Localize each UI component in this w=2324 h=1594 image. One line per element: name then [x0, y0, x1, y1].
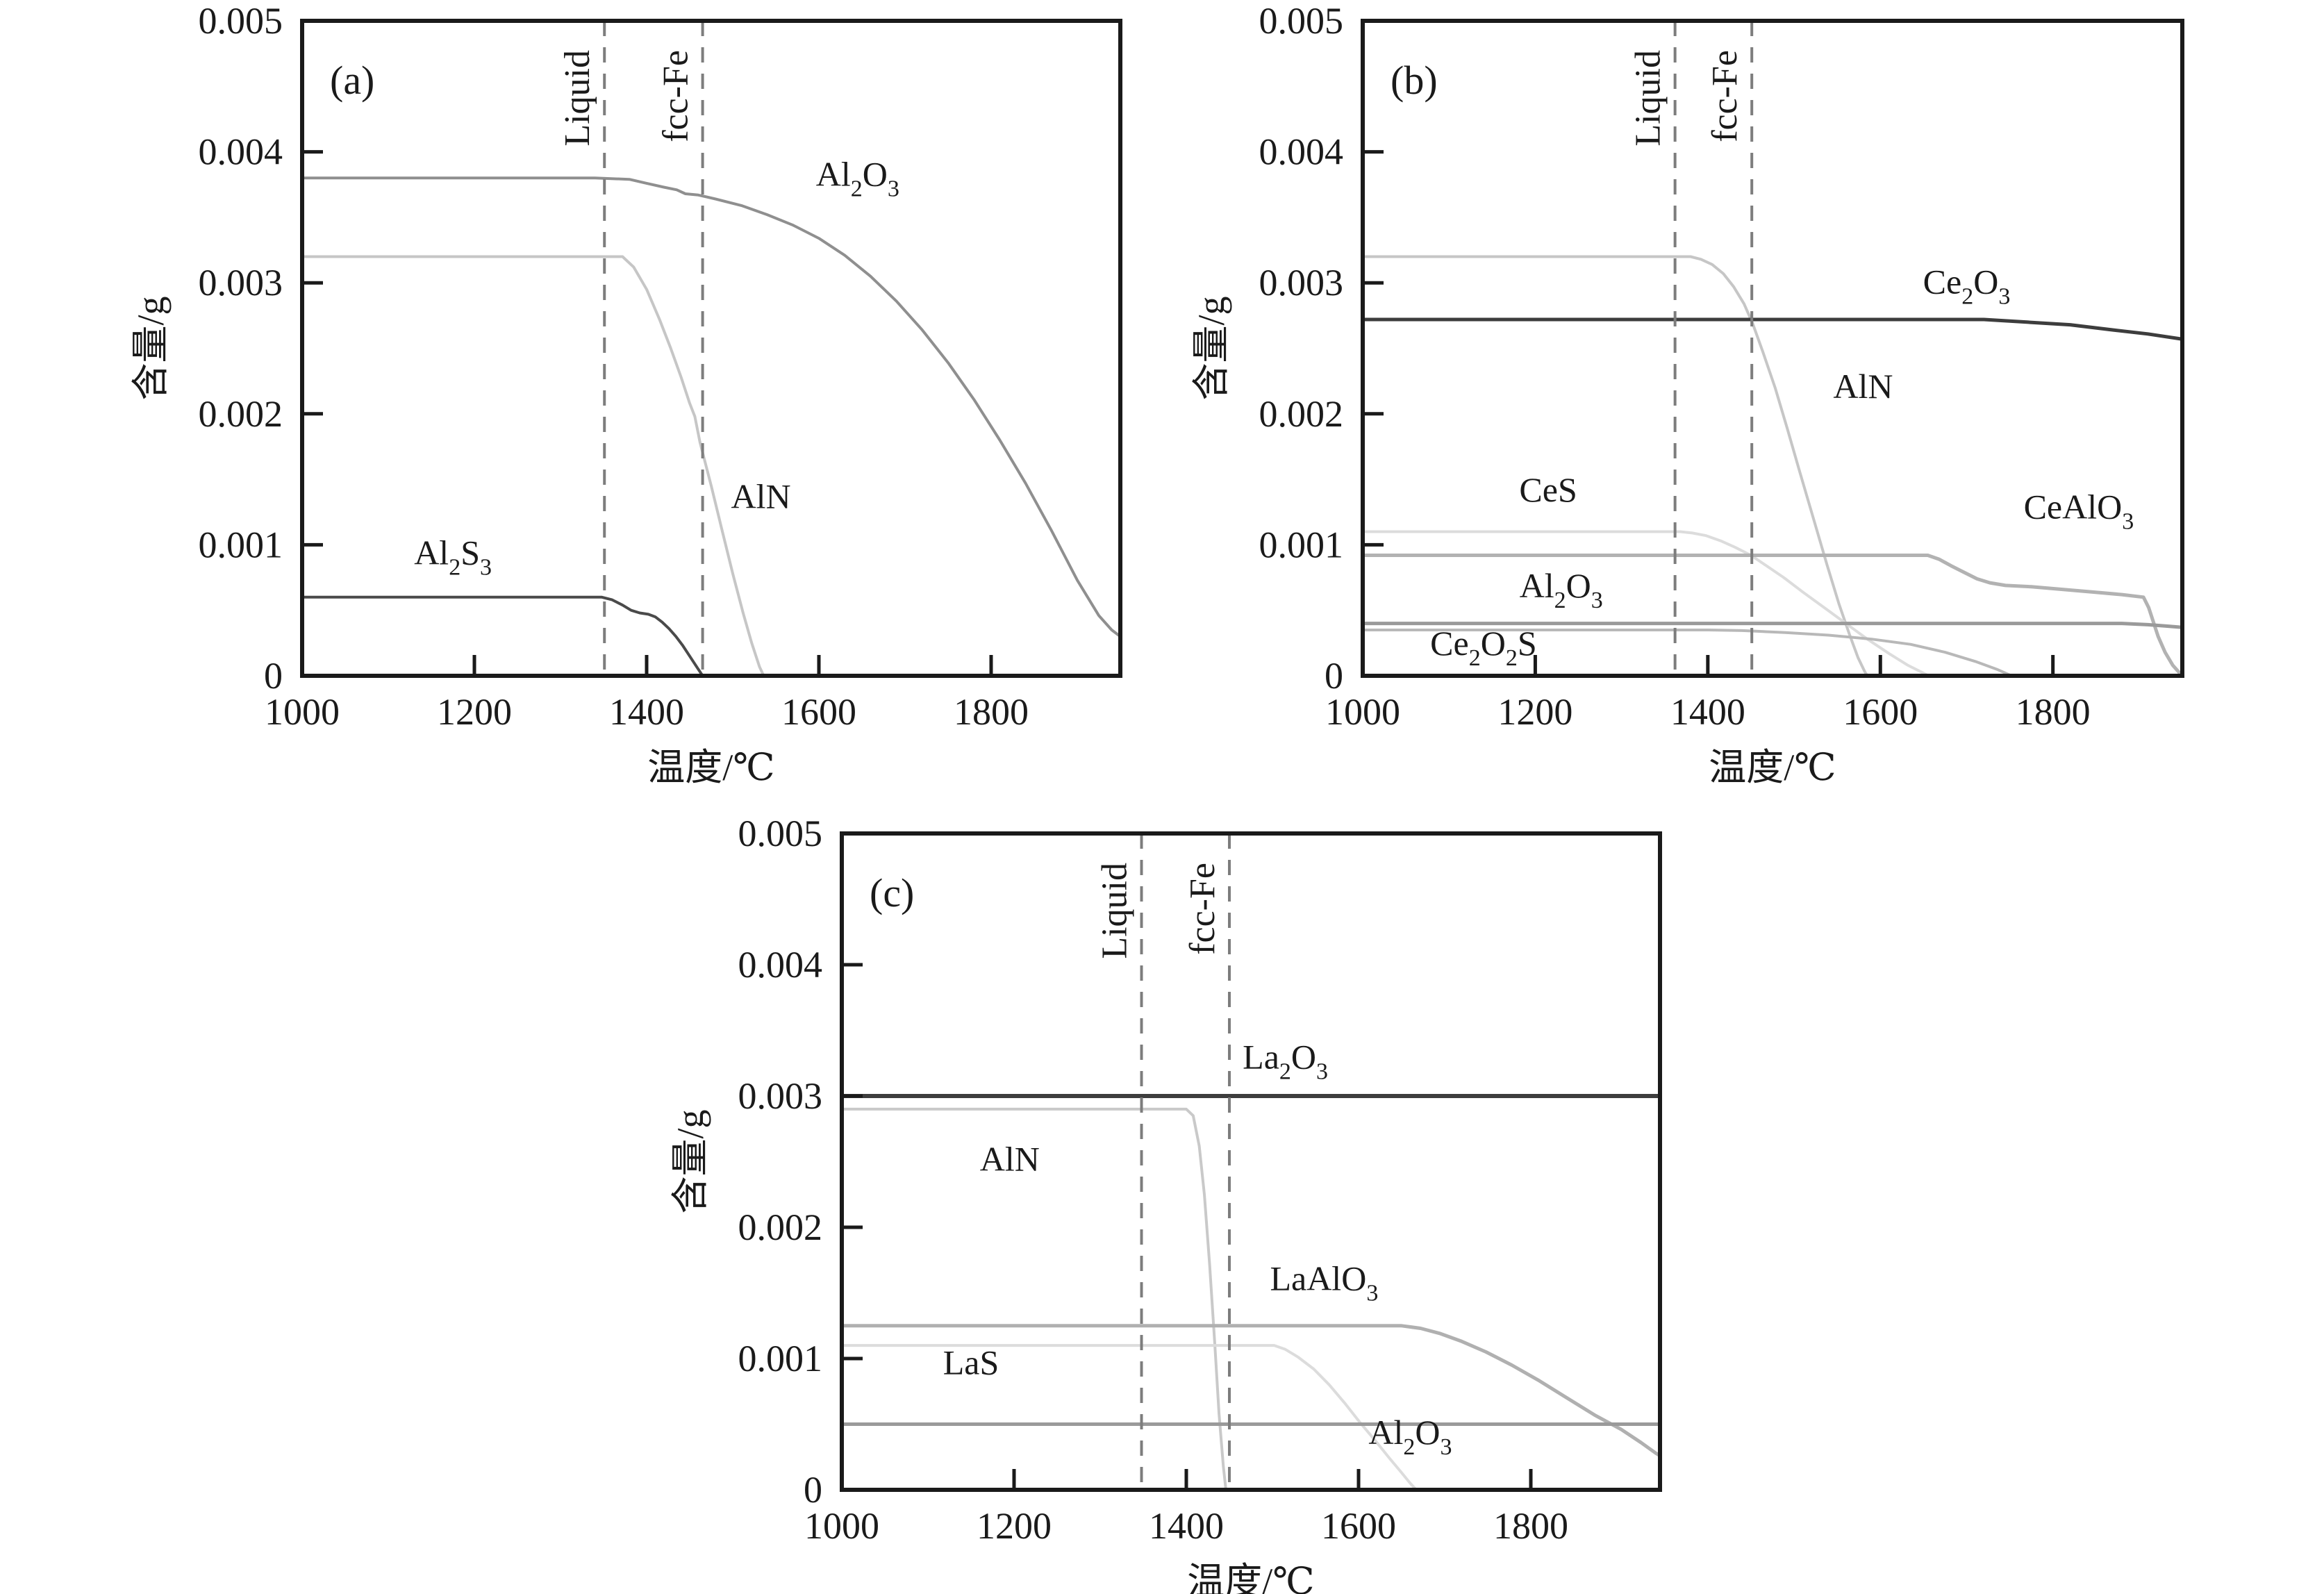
- x-tick-label-b: 1800: [2016, 691, 2091, 733]
- curve-label-AlN-c: AlN: [980, 1140, 1040, 1179]
- y-tick-label-b: 0: [1325, 655, 1343, 697]
- series-CeAlO3-b: [1363, 554, 2182, 676]
- x-tick-label-a: 1400: [609, 691, 684, 733]
- panel-letter-b: (b): [1391, 58, 1438, 103]
- series-Al2O3-b: [1363, 622, 2182, 629]
- x-axis-title-a: 温度/℃: [647, 747, 774, 788]
- x-tick-label-b: 1400: [1670, 691, 1745, 733]
- phase-label-fcc-fe-c: fcc-Fe: [1183, 863, 1222, 955]
- x-axis-title-b: 温度/℃: [1709, 747, 1836, 788]
- y-tick-label-b: 0.001: [1259, 524, 1344, 565]
- panel-letter-a: (a): [330, 58, 374, 103]
- y-tick-label-a: 0.003: [199, 262, 283, 304]
- x-tick-label-c: 1800: [1493, 1505, 1568, 1547]
- phase-label-liquid-b: Liquid: [1629, 50, 1668, 147]
- series-LaAlO3-c: [842, 1324, 1660, 1458]
- series-Al2S3-a: [302, 595, 705, 676]
- series-Al2O3-a: [302, 176, 1120, 638]
- y-tick-label-c: 0.004: [738, 944, 823, 986]
- panel-letter-c: (c): [870, 870, 914, 915]
- curve-label-CeAlO3-b: CeAlO3: [2024, 488, 2134, 535]
- curve-label-Ce2O2S-b: Ce2O2S: [1430, 624, 1536, 671]
- y-tick-label-b: 0.002: [1259, 393, 1344, 435]
- y-tick-label-c: 0.005: [738, 813, 823, 854]
- curve-label-AlN-b: AlN: [1833, 367, 1893, 406]
- series-AlN-c: [842, 1107, 1227, 1490]
- y-tick-label-a: 0.002: [199, 393, 283, 435]
- y-tick-label-c: 0.001: [738, 1338, 823, 1379]
- curve-label-La2O3-c: La2O3: [1243, 1037, 1328, 1084]
- y-tick-label-c: 0: [804, 1469, 822, 1511]
- x-axis-title-c: 温度/℃: [1187, 1561, 1314, 1594]
- y-tick-label-a: 0.001: [199, 524, 283, 565]
- series-AlN-b: [1363, 255, 1869, 676]
- panel-b: Liquid fcc-Fe 1000 1200 1400 1600 1800 0 0.001 0.…: [1190, 0, 2184, 788]
- x-tick-label-a: 1600: [781, 691, 856, 733]
- curve-label-Al2O3-c: Al2O3: [1368, 1413, 1452, 1460]
- x-tick-label-c: 1400: [1149, 1505, 1224, 1547]
- panel-c: Liquid fcc-Fe 1000 1200 1400 1600 1800 0 0.001 0.…: [670, 813, 1662, 1594]
- curve-label-Ce2O3-b: Ce2O3: [1923, 262, 2011, 309]
- x-tick-label-b: 1200: [1497, 691, 1572, 733]
- curve-label-Al2O3-b: Al2O3: [1520, 566, 1603, 613]
- y-tick-label-a: 0: [264, 655, 283, 697]
- series-AlN-a: [302, 255, 765, 676]
- y-tick-label-a: 0.004: [199, 131, 283, 173]
- plot-frame-c: [840, 831, 1662, 1492]
- series-Ce2O2S-b: [1363, 629, 2012, 676]
- plot-frame-a: [300, 19, 1122, 678]
- phase-label-liquid-c: Liquid: [1095, 863, 1135, 959]
- x-tick-label-b: 1000: [1325, 691, 1400, 733]
- x-tick-label-a: 1200: [437, 691, 512, 733]
- x-tick-label-a: 1000: [265, 691, 340, 733]
- x-tick-label-c: 1200: [977, 1505, 1052, 1547]
- series-CeS-b: [1363, 530, 1929, 676]
- phase-label-fcc-fe-b: fcc-Fe: [1705, 50, 1745, 142]
- y-tick-label-b: 0.004: [1259, 131, 1344, 173]
- y-tick-label-b: 0.005: [1259, 0, 1344, 42]
- y-axis-title-b: 含量/g: [1190, 296, 1232, 400]
- series-LaS-c: [842, 1344, 1418, 1490]
- curve-label-AlN-a: AlN: [731, 477, 791, 516]
- plot-frame-b: [1361, 19, 2184, 678]
- x-tick-label-c: 1000: [804, 1505, 879, 1547]
- x-tick-label-c: 1600: [1321, 1505, 1396, 1547]
- series-group-b: [1363, 255, 2182, 676]
- curve-label-LaAlO3-c: LaAlO3: [1270, 1259, 1378, 1306]
- series-group-c: [842, 1094, 1660, 1490]
- curve-label-CeS-b: CeS: [1519, 470, 1577, 509]
- y-tick-label-c: 0.002: [738, 1206, 823, 1248]
- x-tick-label-b: 1600: [1843, 691, 1918, 733]
- phase-label-liquid-a: Liquid: [558, 50, 597, 147]
- curve-label-Al2S3-a: Al2S3: [414, 533, 492, 581]
- curve-label-LaS-c: LaS: [943, 1343, 999, 1382]
- series-Ce2O3-b: [1363, 317, 2182, 341]
- y-tick-label-c: 0.003: [738, 1075, 823, 1117]
- y-tick-label-a: 0.005: [199, 0, 283, 42]
- panel-a: Liquid fcc-Fe 1000 1200 1400 1600 1800 0 0.001 0.…: [130, 0, 1122, 788]
- y-axis-title-a: 含量/g: [130, 296, 172, 400]
- x-tick-label-a: 1800: [954, 691, 1029, 733]
- series-group-a: [302, 176, 1120, 676]
- y-tick-label-b: 0.003: [1259, 262, 1344, 304]
- y-axis-title-c: 含量/g: [670, 1109, 711, 1213]
- curve-label-Al2O3-a: Al2O3: [816, 155, 899, 202]
- phase-label-fcc-fe-a: fcc-Fe: [656, 50, 696, 142]
